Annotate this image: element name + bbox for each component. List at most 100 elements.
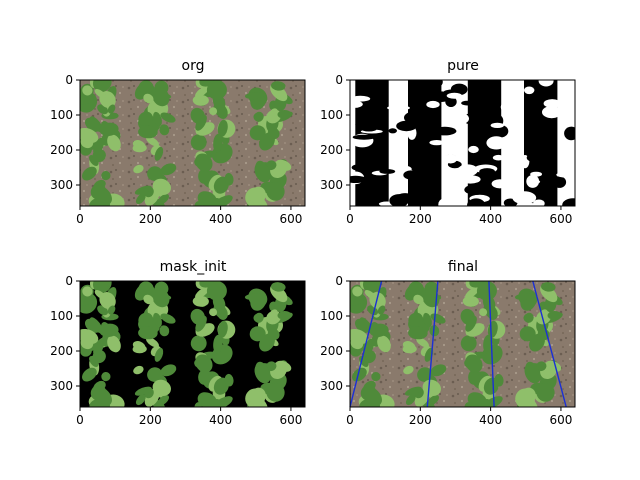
- mask-speck: [530, 171, 542, 177]
- leaf-blob: [157, 394, 170, 406]
- panel-mask-init: mask_init 0 200 400 600 0 100 200 300: [50, 259, 306, 427]
- leaf-blob: [133, 365, 144, 375]
- leaf-blob: [369, 323, 389, 337]
- y-tick-label: 200: [50, 344, 73, 358]
- mask-speck: [429, 140, 445, 146]
- mask-speck: [438, 198, 449, 206]
- leaf-blob: [224, 373, 234, 387]
- leaf-blob: [271, 81, 286, 91]
- leaf-blob: [362, 281, 382, 294]
- mask-speck: [479, 168, 495, 175]
- x-tick-label: 400: [209, 212, 232, 226]
- leaf-blob: [404, 386, 422, 396]
- leaf-blob: [152, 178, 171, 196]
- leaf-blob: [132, 143, 147, 153]
- leaf-blob: [152, 379, 171, 397]
- leaf-blob: [255, 361, 271, 384]
- x-tick-label: 200: [409, 413, 432, 427]
- leaf-blob: [206, 80, 227, 100]
- leaf-blob: [465, 315, 477, 332]
- mask-speck: [358, 184, 372, 192]
- row-line: [532, 280, 567, 408]
- leaf-blob: [535, 361, 547, 372]
- leaf-blob: [147, 367, 163, 382]
- leaf-blob: [107, 104, 116, 114]
- leaf-blob: [195, 315, 207, 332]
- mask-speck: [361, 126, 377, 132]
- mask-speck: [512, 191, 537, 205]
- mask-speck: [536, 186, 558, 198]
- leaf-blob: [269, 309, 278, 318]
- leaf-blob: [462, 295, 479, 307]
- y-tick-label: 200: [320, 344, 343, 358]
- leaf-blob: [93, 386, 112, 406]
- mask-speck: [422, 195, 433, 204]
- mask-speck: [446, 92, 463, 99]
- mask-speck: [524, 86, 535, 95]
- leaf-blob: [82, 286, 93, 297]
- leaf-blob: [479, 308, 488, 317]
- mask-speck: [468, 145, 479, 154]
- leaf-blob: [213, 133, 223, 153]
- ticks-mask: 0 200 400 600 0 100 200 300: [50, 274, 302, 427]
- leaf-blob: [160, 364, 177, 377]
- leaf-blob: [160, 163, 177, 176]
- leaf-blob: [206, 281, 227, 301]
- leaf-blob: [93, 137, 105, 156]
- y-tick-label: 100: [320, 309, 343, 323]
- leaf-blob: [244, 92, 265, 100]
- mask-speck: [457, 164, 478, 177]
- mask-speck: [552, 176, 567, 188]
- y-tick-label: 100: [320, 108, 343, 122]
- x-tick-label: 0: [346, 413, 354, 427]
- y-tick-label: 0: [65, 73, 73, 87]
- x-tick-label: 200: [139, 212, 162, 226]
- leaf-blob: [465, 354, 483, 373]
- leaf-blob: [135, 394, 146, 406]
- ticks-org: 0 200 400 600 0 100 200 300: [50, 73, 302, 226]
- leaf-blob: [134, 185, 152, 195]
- leaf-blob: [352, 367, 367, 382]
- mask-band: [524, 80, 558, 206]
- leaf-blob: [403, 365, 414, 375]
- leaf-blob: [157, 193, 170, 205]
- leaf-blob: [363, 386, 382, 406]
- leaf-blob: [423, 312, 432, 328]
- leaf-blob: [195, 153, 213, 172]
- mask-speck: [490, 122, 504, 128]
- mask-speck: [350, 175, 368, 183]
- y-tick-label: 0: [335, 274, 343, 288]
- leaf-blob: [422, 288, 440, 308]
- mask-speck: [444, 154, 458, 164]
- leaf-blob: [266, 383, 285, 402]
- y-tick-label: 100: [50, 309, 73, 323]
- leaf-blob: [147, 166, 163, 181]
- leaf-blob: [198, 368, 211, 385]
- leaf-blob: [430, 364, 447, 377]
- mask-speck: [375, 152, 387, 160]
- leaf-blob: [84, 117, 101, 132]
- mask-speck: [350, 100, 363, 108]
- leaf-blob: [350, 297, 364, 306]
- mask-speck: [533, 199, 545, 206]
- mask-speck: [449, 112, 469, 125]
- leaf-blob: [82, 367, 97, 382]
- leaf-blob: [94, 290, 107, 300]
- leaf-blob: [269, 108, 278, 117]
- leaf-blob: [146, 136, 159, 147]
- mask-speck: [408, 93, 423, 105]
- leaf-blob: [363, 338, 375, 357]
- leaf-blob: [132, 344, 147, 354]
- axes-frame: [349, 280, 576, 408]
- x-tick-label: 600: [279, 212, 302, 226]
- leaf-blob: [249, 186, 266, 205]
- leaf-blob: [138, 80, 154, 95]
- leaf-blob: [265, 160, 277, 171]
- leaf-blob: [82, 85, 93, 96]
- mask-speck: [352, 134, 376, 140]
- y-tick-label: 300: [50, 178, 73, 192]
- leaf-blob: [244, 293, 265, 301]
- mask-speck: [395, 193, 415, 204]
- y-tick-label: 100: [50, 108, 73, 122]
